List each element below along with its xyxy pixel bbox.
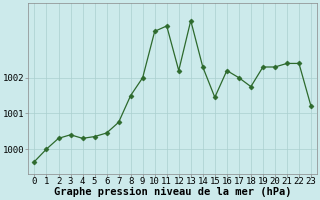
X-axis label: Graphe pression niveau de la mer (hPa): Graphe pression niveau de la mer (hPa)	[54, 187, 292, 197]
